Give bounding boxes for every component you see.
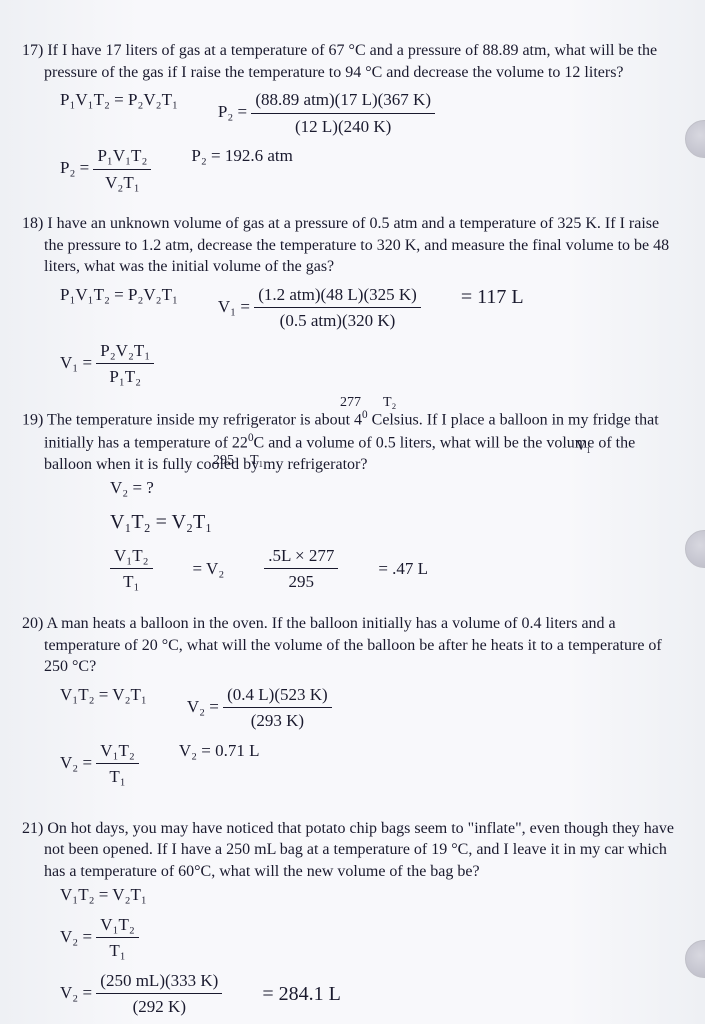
problem-number: 18) [22, 215, 43, 232]
prompt-text: A man heats a balloon in the oven. If th… [44, 615, 662, 675]
prompt-text: If I have 17 liters of gas at a temperat… [44, 42, 657, 81]
problem-prompt: 19) The temperature inside my refrigerat… [10, 408, 675, 475]
handwritten-work: P₁V₁T₂ = P₂V₂T₁ V₁ = (1.2 atm)(48 L)(325… [10, 282, 675, 390]
answer: = 284.1 L [262, 979, 341, 1009]
punch-hole [685, 120, 705, 158]
eq-rearranged: V₁ = P₂V₂T₁ P₁T₂ [60, 338, 154, 390]
handwritten-work: V₁T₂ = V₂T₁ V₂ = V₁T₂ T₁ V₂ = (250 mL)(3… [10, 882, 675, 1020]
problem-prompt: 21) On hot days, you may have noticed th… [10, 818, 675, 883]
problem-18: 18) I have an unknown volume of gas at a… [10, 213, 675, 390]
eq-law: V₁T₂ = V₂T₁ [60, 682, 147, 708]
answer: P₂ = 192.6 atm [191, 143, 292, 169]
problem-number: 19) [22, 411, 43, 428]
handwritten-work: V₁T₂ = V₂T₁ V₂ = (0.4 L)(523 K) (293 K) … [10, 682, 675, 790]
worksheet-page: 17) If I have 17 liters of gas at a temp… [0, 0, 705, 1024]
eq-combined-law: P₁V₁T₂ = P₂V₂T₁ [60, 87, 178, 113]
prompt-text-a: The temperature inside my refrigerator i… [47, 411, 362, 428]
problem-number: 20) [22, 615, 43, 632]
problem-21: 21) On hot days, you may have noticed th… [10, 818, 675, 1020]
prompt-text: I have an unknown volume of gas at a pre… [44, 215, 669, 275]
handwritten-work: P₁V₁T₂ = P₂V₂T₁ P₂ = (88.89 atm)(17 L)(3… [10, 87, 675, 195]
line-law: V₁T₂ = V₂T₁ [60, 882, 675, 908]
eq-rearranged: P₂ = P₁V₁T₂ V₂T₁ [60, 143, 151, 195]
line-calc: V₂ = (250 mL)(333 K) (292 K) [60, 968, 222, 1020]
punch-hole [685, 530, 705, 568]
eq-rearranged: V₂ = V₁T₂ T₁ [60, 738, 139, 790]
line-calc: .5L × 277 295 [264, 543, 338, 595]
prompt-text: On hot days, you may have noticed that p… [44, 820, 674, 880]
problem-19: 19) The temperature inside my refrigerat… [10, 408, 675, 595]
line-rearranged: V₁T₂ T₁ [110, 543, 153, 595]
problem-number: 21) [22, 820, 43, 837]
line-rearranged: V₂ = V₁T₂ T₁ [60, 912, 139, 964]
answer: = 117 L [461, 282, 524, 312]
eq-substitution: V₁ = (1.2 atm)(48 L)(325 K) (0.5 atm)(32… [218, 282, 421, 334]
eq-substitution: V₂ = (0.4 L)(523 K) (293 K) [187, 682, 332, 734]
eq-substitution: P₂ = (88.89 atm)(17 L)(367 K) (12 L)(240… [218, 87, 435, 139]
line-law: V₁T₂ = V₂T₁ [110, 507, 675, 537]
eq-combined-law: P₁V₁T₂ = P₂V₂T₁ [60, 282, 178, 308]
problem-20: 20) A man heats a balloon in the oven. I… [10, 613, 675, 790]
answer: V₂ = 0.71 L [179, 738, 260, 764]
problem-prompt: 18) I have an unknown volume of gas at a… [10, 213, 675, 278]
problem-prompt: 20) A man heats a balloon in the oven. I… [10, 613, 675, 678]
problem-prompt: 17) If I have 17 liters of gas at a temp… [10, 40, 675, 83]
problem-number: 17) [22, 42, 43, 59]
answer: = .47 L [378, 556, 428, 582]
handwritten-work: V₂ = ? V₁T₂ = V₂T₁ V₁T₂ T₁ = V₂ .5L × 27… [10, 475, 675, 595]
problem-17: 17) If I have 17 liters of gas at a temp… [10, 40, 675, 195]
line-unknown: V₂ = ? [110, 475, 675, 501]
punch-hole [685, 940, 705, 978]
